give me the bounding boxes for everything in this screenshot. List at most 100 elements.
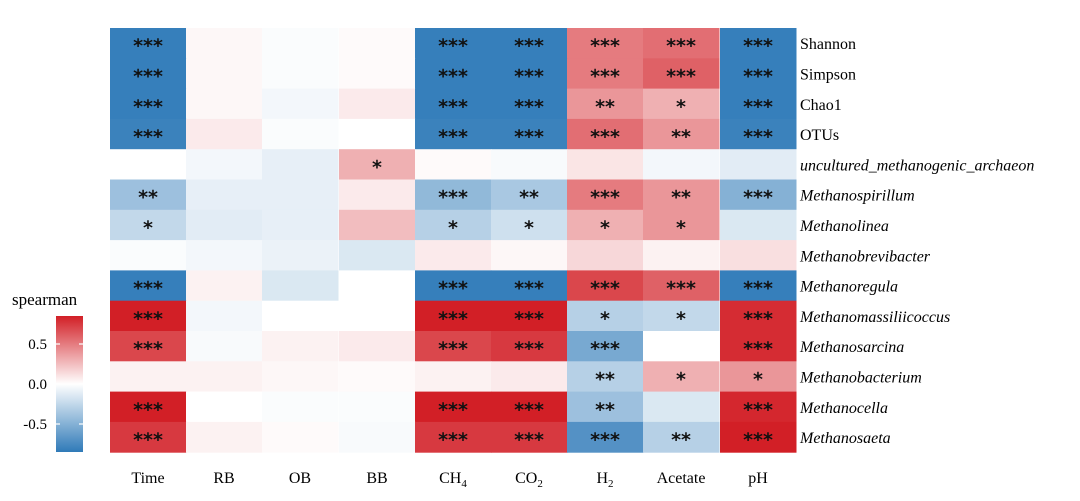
heatmap-cell: [720, 391, 797, 423]
heatmap-cell: [339, 270, 416, 302]
heatmap-cell: [643, 209, 720, 241]
heatmap-cell: [186, 300, 263, 332]
heatmap-cell: [110, 331, 187, 362]
significance-mark: ***: [514, 278, 544, 300]
significance-mark: **: [671, 126, 691, 148]
heatmap-cell: [110, 149, 187, 180]
x-tick-label: Acetate: [657, 470, 706, 487]
heatmap-cell: [415, 149, 492, 180]
heatmap-cell: [339, 28, 416, 59]
heatmap-cell: [186, 28, 263, 59]
significance-mark: ***: [743, 399, 773, 421]
significance-mark: ***: [590, 429, 620, 451]
legend-title: spearman: [12, 290, 78, 309]
heatmap-cell: [643, 331, 720, 362]
heatmap-cell: [491, 28, 568, 59]
heatmap-cell: [186, 88, 263, 120]
heatmap-cell: [262, 391, 339, 423]
significance-mark: ***: [590, 65, 620, 87]
heatmap-cell: [415, 118, 492, 150]
heatmap-cell: [491, 118, 568, 150]
heatmap-cell: [110, 58, 187, 90]
legend-tick-label: 0.5: [28, 337, 47, 353]
significance-mark: *: [448, 217, 458, 239]
x-tick-label: H2: [596, 470, 613, 490]
heatmap-cell: [491, 391, 568, 423]
heatmap-cell: [339, 149, 416, 180]
heatmap-cell: [339, 179, 416, 211]
heatmap-cell: [339, 361, 416, 393]
x-tick-label: Time: [131, 470, 164, 487]
x-tick-label: RB: [213, 470, 234, 487]
heatmap-cell: [339, 300, 416, 332]
heatmap-cell: [567, 361, 644, 393]
heatmap-cell: [415, 361, 492, 393]
y-tick-label: OTUs: [800, 127, 839, 144]
heatmap-cell: [567, 58, 644, 90]
heatmap-cell: [491, 179, 568, 211]
significance-mark: **: [671, 187, 691, 209]
heatmap-cell: [262, 88, 339, 120]
heatmap-cell: [339, 421, 416, 453]
legend-ticks: 0.5 0.0 -0.5: [23, 337, 83, 433]
heatmap-cell: [415, 28, 492, 59]
heatmap-cell: [491, 361, 568, 393]
significance-mark: ***: [666, 65, 696, 87]
significance-mark: ***: [666, 278, 696, 300]
heatmap-cell: [110, 179, 187, 211]
heatmap-cell: [720, 361, 797, 393]
heatmap-cell: [720, 209, 797, 241]
heatmap-cell: [567, 209, 644, 241]
heatmap-cell: [262, 270, 339, 302]
heatmap-cell: [720, 421, 797, 453]
heatmap-cell: [643, 300, 720, 332]
heatmap-cell: [262, 179, 339, 211]
significance-mark: ***: [133, 96, 163, 118]
significance-mark: **: [595, 399, 615, 421]
x-axis-labels: Time RB OB BB CH4 CO2 H2 Acetate pH: [131, 470, 768, 490]
significance-mark: ***: [133, 308, 163, 330]
heatmap-cell: [491, 270, 568, 302]
significance-mark: ***: [438, 96, 468, 118]
significance-mark: ***: [514, 399, 544, 421]
heatmap-cell: [567, 391, 644, 423]
heatmap-cell: [262, 58, 339, 90]
y-tick-label: Chao1: [800, 97, 842, 114]
heatmap-cell: [720, 149, 797, 180]
heatmap-cell: [110, 391, 187, 423]
heatmap-cell: [567, 88, 644, 120]
heatmap-cell: [643, 58, 720, 90]
heatmap-cell: [567, 421, 644, 453]
heatmap-cells: [110, 28, 797, 453]
heatmap-cell: [186, 240, 263, 271]
significance-mark: ***: [438, 429, 468, 451]
significance-mark: ***: [666, 35, 696, 57]
heatmap-cell: [720, 88, 797, 120]
heatmap-cell: [720, 331, 797, 362]
significance-mark: ***: [438, 65, 468, 87]
significance-mark: ***: [438, 126, 468, 148]
heatmap-cell: [110, 300, 187, 332]
significance-mark: ***: [590, 187, 620, 209]
heatmap-cell: [415, 179, 492, 211]
heatmap-cell: [720, 300, 797, 332]
heatmap-cell: [110, 240, 187, 271]
heatmap-cell: [567, 28, 644, 59]
significance-mark: ***: [438, 35, 468, 57]
heatmap-cell: [186, 209, 263, 241]
significance-mark: **: [671, 429, 691, 451]
heatmap-cell: [186, 118, 263, 150]
heatmap-cell: [339, 58, 416, 90]
heatmap-cell: [186, 421, 263, 453]
significance-mark: ***: [438, 187, 468, 209]
significance-mark: ***: [514, 429, 544, 451]
heatmap-cell: [415, 270, 492, 302]
x-tick-label: BB: [366, 470, 387, 487]
heatmap-cell: [262, 149, 339, 180]
heatmap-cell: [339, 209, 416, 241]
significance-mark: ***: [133, 35, 163, 57]
y-tick-label: Shannon: [800, 36, 856, 53]
heatmap-cell: [186, 179, 263, 211]
heatmap-cell: [567, 240, 644, 271]
